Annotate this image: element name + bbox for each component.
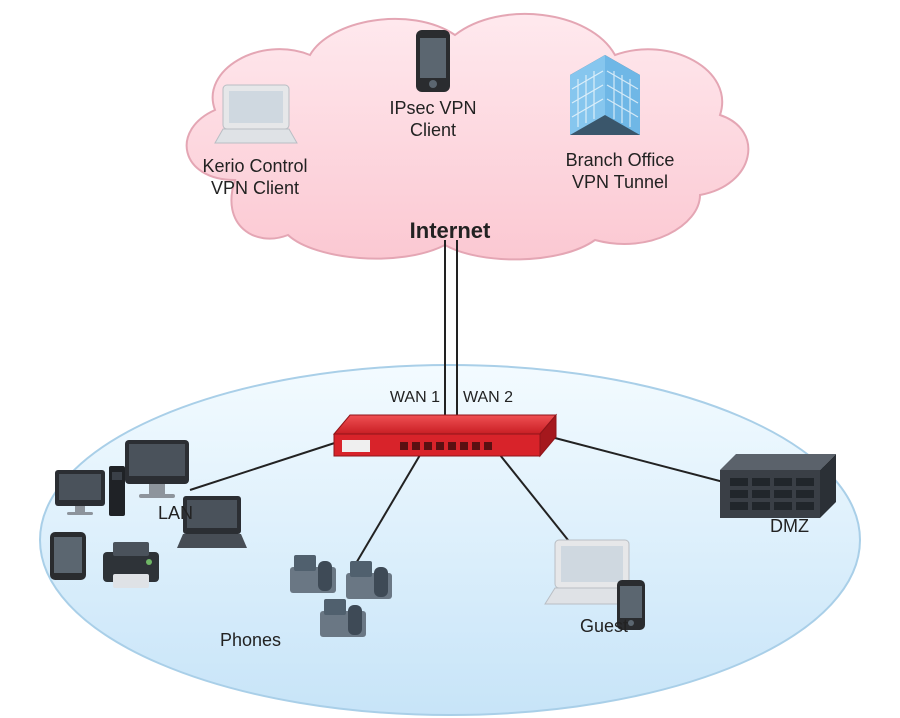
phones-label: Phones	[220, 630, 310, 652]
internet-label: Internet	[380, 218, 520, 244]
wan2-label: WAN 2	[463, 388, 533, 407]
dmz-label: DMZ	[770, 516, 830, 538]
laptop-icon	[215, 85, 297, 143]
kerio-label: Kerio ControlVPN Client	[190, 156, 320, 199]
lan-label: LAN	[158, 503, 218, 525]
server-icon	[720, 454, 836, 518]
ipsec-label: IPsec VPNClient	[378, 98, 488, 141]
branch-label: Branch OfficeVPN Tunnel	[550, 150, 690, 193]
phone-icon	[416, 30, 450, 92]
wan1-label: WAN 1	[370, 388, 440, 407]
diagram-root: Internet WAN 1 WAN 2 Kerio ControlVPN Cl…	[0, 0, 900, 718]
firewall-appliance	[334, 415, 556, 456]
guest-label: Guest	[580, 616, 650, 638]
